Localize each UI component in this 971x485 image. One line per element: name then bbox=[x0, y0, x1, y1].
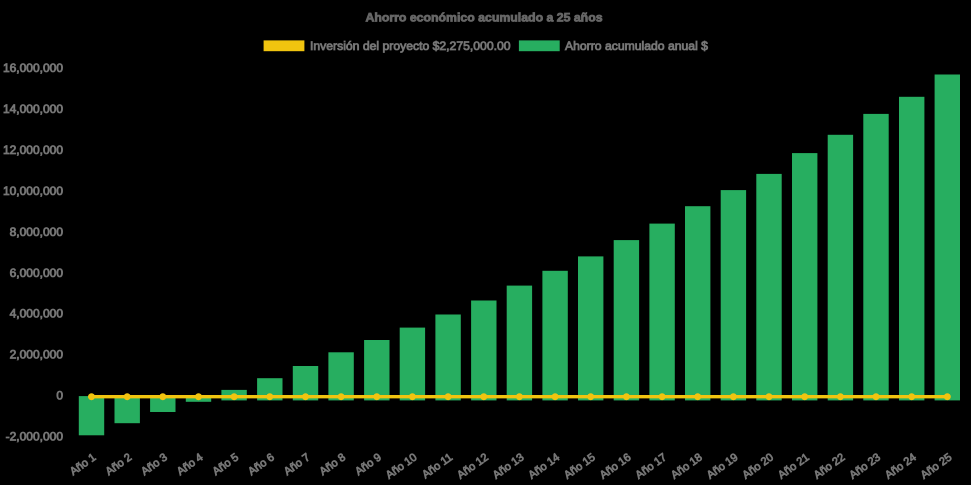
svg-text:Año 23: Año 23 bbox=[847, 451, 883, 481]
svg-text:Año 15: Año 15 bbox=[562, 451, 598, 481]
svg-text:Año 22: Año 22 bbox=[812, 451, 848, 481]
svg-text:Año 11: Año 11 bbox=[420, 451, 455, 481]
svg-text:Año 17: Año 17 bbox=[633, 451, 669, 481]
svg-text:Año 2: Año 2 bbox=[104, 451, 135, 478]
svg-text:Año 25: Año 25 bbox=[919, 451, 955, 481]
svg-text:Año 21: Año 21 bbox=[776, 451, 812, 481]
svg-text:4,000,000: 4,000,000 bbox=[10, 307, 64, 321]
svg-text:0: 0 bbox=[56, 389, 63, 403]
svg-text:Año 24: Año 24 bbox=[883, 451, 919, 481]
svg-text:8,000,000: 8,000,000 bbox=[10, 225, 64, 239]
svg-text:Ahorro económico acumulado a 2: Ahorro económico acumulado a 25 años bbox=[365, 11, 602, 25]
svg-text:Inversión del proyecto $2,275,: Inversión del proyecto $2,275,000.00 bbox=[310, 39, 511, 53]
svg-text:6,000,000: 6,000,000 bbox=[10, 266, 64, 280]
svg-text:12,000,000: 12,000,000 bbox=[3, 143, 63, 157]
svg-text:Año 8: Año 8 bbox=[317, 451, 348, 478]
svg-text:Año 10: Año 10 bbox=[384, 451, 420, 481]
svg-text:Año 14: Año 14 bbox=[526, 451, 562, 481]
svg-text:-2,000,000: -2,000,000 bbox=[6, 430, 64, 444]
svg-text:16,000,000: 16,000,000 bbox=[3, 61, 63, 75]
svg-text:Año 19: Año 19 bbox=[705, 451, 741, 481]
svg-text:Año 20: Año 20 bbox=[740, 451, 776, 481]
svg-text:14,000,000: 14,000,000 bbox=[3, 102, 63, 116]
svg-text:Año 5: Año 5 bbox=[210, 451, 241, 478]
svg-text:Año 13: Año 13 bbox=[491, 451, 527, 481]
svg-text:Año 12: Año 12 bbox=[455, 451, 491, 481]
svg-text:2,000,000: 2,000,000 bbox=[10, 348, 64, 362]
svg-text:Año 16: Año 16 bbox=[598, 451, 634, 481]
svg-text:Año 18: Año 18 bbox=[669, 451, 705, 481]
svg-text:Ahorro acumulado anual $: Ahorro acumulado anual $ bbox=[565, 39, 708, 53]
svg-text:10,000,000: 10,000,000 bbox=[3, 184, 63, 198]
svg-text:Año 6: Año 6 bbox=[246, 451, 277, 478]
svg-text:Año 3: Año 3 bbox=[139, 451, 170, 478]
svg-text:Año 9: Año 9 bbox=[353, 451, 384, 478]
svg-text:Año 1: Año 1 bbox=[68, 451, 99, 478]
svg-text:Año 7: Año 7 bbox=[282, 451, 313, 478]
svg-text:Año 4: Año 4 bbox=[175, 451, 206, 478]
